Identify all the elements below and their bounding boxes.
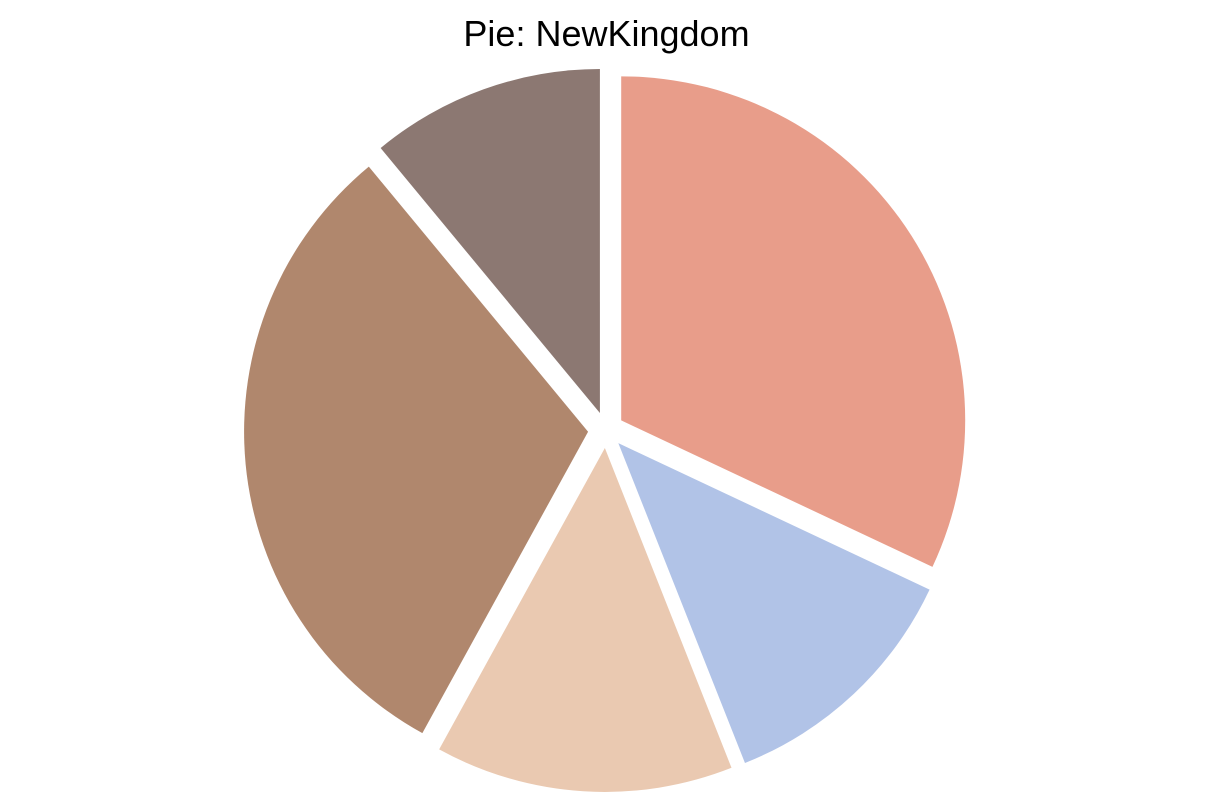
pie-slice-1: [621, 76, 966, 567]
pie-slice-2: [618, 443, 930, 763]
chart-title: Pie: NewKingdom: [463, 13, 750, 54]
pie-slice-3: [439, 447, 732, 792]
pie-slice-5: [380, 69, 600, 414]
pie-slices: [244, 69, 966, 792]
pie-slice-4: [244, 166, 589, 734]
